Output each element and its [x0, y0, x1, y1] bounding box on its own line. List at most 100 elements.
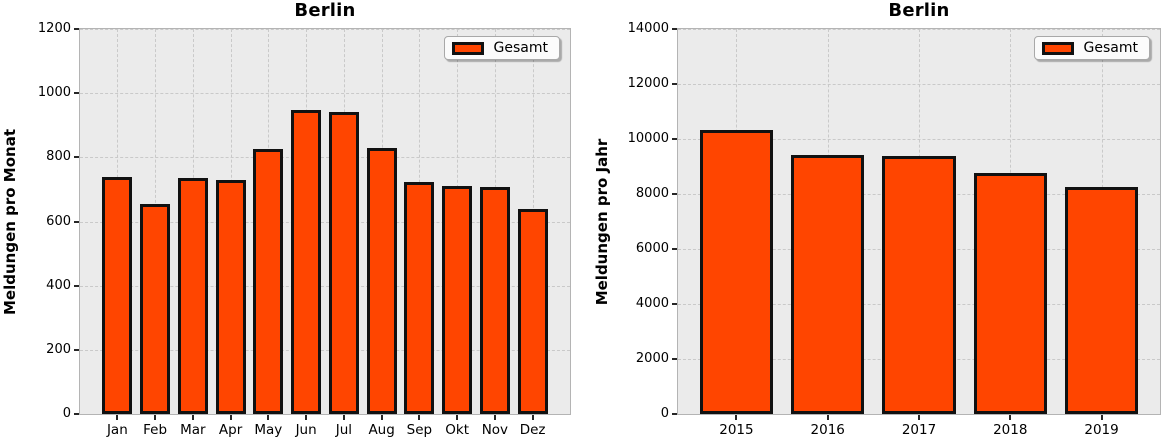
tick-mark [1009, 415, 1012, 420]
tick-mark [672, 248, 677, 250]
tick-mark [1100, 415, 1103, 420]
y-tick-label: 0 [62, 406, 71, 421]
x-tick-label: Feb [143, 422, 168, 438]
tick-mark [672, 413, 677, 415]
bar-Apr [215, 180, 246, 414]
tick-mark [74, 413, 79, 415]
bar-Dez [517, 209, 548, 414]
tick-mark [531, 415, 534, 420]
tick-mark [342, 415, 345, 420]
plot-area [79, 28, 571, 415]
tick-mark [154, 415, 157, 420]
chart-title: Berlin [294, 0, 356, 21]
legend-swatch-icon [1041, 41, 1074, 55]
x-tick-label: May [254, 422, 283, 438]
tick-mark [672, 358, 677, 360]
tick-mark [74, 284, 79, 287]
bar-Okt [442, 185, 473, 414]
legend: Gesamt [443, 36, 560, 60]
x-tick-label: Dez [519, 422, 546, 438]
y-tick-label: 10000 [627, 131, 669, 146]
tick-mark [672, 138, 677, 140]
tick-mark [826, 415, 829, 420]
y-tick-label: 1000 [37, 85, 71, 101]
bar-Mar [177, 177, 208, 414]
bar-Aug [366, 148, 397, 414]
y-tick-label: 600 [46, 213, 71, 229]
gridline [80, 157, 570, 159]
yearly-chart: Berlin Meldungen pro Jahr Gesamt 0 2000 40… [582, 0, 1164, 442]
x-tick-label: Jul [335, 422, 353, 438]
tick-mark [74, 28, 79, 30]
x-tick-label: 2015 [719, 422, 754, 438]
bar-Feb [140, 203, 171, 414]
y-tick-label: 14000 [627, 21, 669, 36]
x-tick-label: Aug [368, 422, 395, 438]
tick-mark [418, 415, 421, 420]
x-tick-label: 2016 [810, 422, 845, 438]
tick-mark [672, 193, 677, 195]
bar-Jun [291, 110, 322, 414]
x-tick-label: Mar [180, 422, 206, 438]
bar-2018 [973, 172, 1047, 414]
x-tick-label: Nov [481, 422, 509, 438]
bar-2016 [791, 154, 865, 414]
legend-label: Gesamt [1083, 40, 1138, 56]
bar-2017 [882, 155, 956, 414]
tick-mark [74, 92, 79, 95]
monthly-chart: Berlin Meldungen pro Monat Gesamt 0 200 40… [1, 0, 571, 438]
y-tick-label: 0 [660, 406, 669, 421]
gridline [80, 29, 570, 30]
bar-Nov [479, 186, 510, 414]
tick-mark [456, 415, 459, 420]
x-tick-label: 2017 [901, 422, 937, 438]
y-tick-label: 2000 [635, 351, 669, 366]
gridline [80, 349, 570, 351]
tick-mark [672, 28, 677, 30]
tick-mark [672, 83, 677, 85]
y-tick-label: 12000 [627, 76, 669, 91]
y-tick-label: 6000 [635, 241, 669, 256]
tick-mark [267, 415, 270, 420]
plot-area [677, 28, 1161, 415]
tick-mark [116, 415, 119, 420]
y-tick-label: 800 [46, 149, 71, 165]
legend-label: Gesamt [493, 40, 548, 56]
x-tick-label: Jun [295, 422, 317, 438]
y-tick-label: 4000 [635, 296, 669, 311]
bar-2015 [699, 129, 773, 414]
x-tick-label: 2018 [993, 422, 1028, 438]
tick-mark [74, 348, 79, 351]
tick-mark [672, 303, 677, 305]
gridline [80, 221, 570, 223]
legend: Gesamt [1033, 36, 1150, 60]
bar-Sep [404, 181, 435, 414]
tick-mark [305, 415, 308, 420]
tick-mark [229, 415, 232, 420]
tick-mark [493, 415, 496, 420]
y-tick-label: 1200 [37, 21, 71, 36]
bar-Jan [102, 176, 133, 414]
gridline [80, 285, 570, 287]
tick-mark [735, 415, 738, 420]
legend-swatch-icon [451, 41, 484, 55]
x-tick-label: 2019 [1084, 422, 1119, 438]
gridline [80, 93, 570, 95]
x-tick-label: Apr [218, 422, 243, 438]
bar-May [253, 148, 284, 414]
bar-Jul [328, 112, 359, 414]
tick-mark [918, 415, 920, 420]
x-tick-label: Okt [445, 422, 469, 438]
y-tick-label: 400 [46, 277, 71, 293]
tick-mark [191, 415, 194, 420]
tick-mark [74, 156, 79, 159]
y-axis-label: Meldungen pro Jahr [593, 138, 611, 305]
y-tick-label: 8000 [635, 186, 669, 201]
tick-mark [380, 415, 383, 420]
x-tick-label: Sep [406, 422, 433, 438]
y-tick-label: 200 [46, 341, 71, 357]
bar-2019 [1065, 187, 1139, 414]
x-tick-label: Jan [106, 422, 128, 438]
chart-title: Berlin [888, 0, 950, 21]
tick-mark [74, 220, 79, 223]
